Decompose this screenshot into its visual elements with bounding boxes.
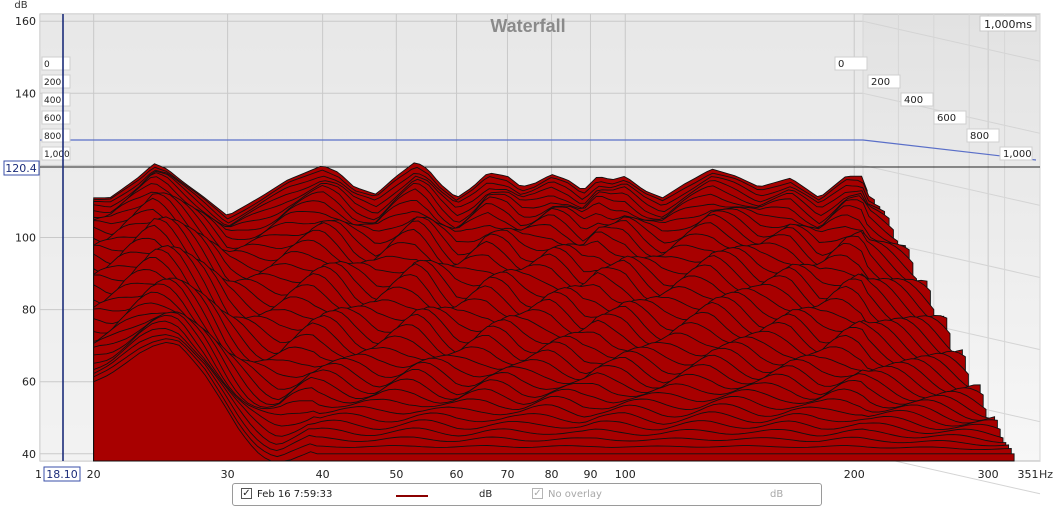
time-tick-left: 200 <box>44 78 61 88</box>
time-tick-left: 400 <box>44 96 61 106</box>
time-max-box <box>979 15 1037 32</box>
cursor-x-box[interactable] <box>43 466 81 482</box>
x-tick-label: 200 <box>844 468 865 481</box>
x-tick-label: 40 <box>316 468 330 481</box>
time-max-label: 1,000ms <box>984 18 1032 31</box>
waterfall-slice <box>93 320 1004 462</box>
time-tick-right: 0 <box>838 59 844 70</box>
time-tick-right: 800 <box>970 131 989 142</box>
time-tick-right: 200 <box>871 77 890 88</box>
waterfall-slices <box>93 162 1015 462</box>
series-unit: dB <box>479 489 493 500</box>
overlay-checkbox[interactable]: ✓ <box>532 488 543 499</box>
x-tick-label: 90 <box>583 468 597 481</box>
overlay-unit: dB <box>770 489 784 500</box>
cursor-y-box[interactable] <box>3 160 40 176</box>
grid-line-y-perspective <box>862 20 1041 62</box>
x-tick-label: 60 <box>450 468 464 481</box>
time-tick-box <box>966 128 1000 143</box>
x-tick-label: 70 <box>500 468 514 481</box>
x-tick-label: 80 <box>545 468 559 481</box>
time-tick-box <box>834 56 868 71</box>
time-tick-left: 600 <box>44 114 61 124</box>
cursor[interactable]: 120.4 1 18.10 <box>3 14 81 482</box>
grid-line-y-perspective <box>862 164 1041 206</box>
cursor-y-readout[interactable]: 120.4 <box>5 162 37 175</box>
time-guides: 0 0 200 200 400 400 600 600 800 800 1,000 1,000 <box>40 56 1040 168</box>
time-tick-left: 800 <box>44 132 61 142</box>
y-axis-unit: dB <box>14 0 27 11</box>
x-tick-label: 30 <box>221 468 235 481</box>
waterfall-slice <box>93 341 1015 462</box>
legend-bar: ✓ Feb 16 7:59:33 dB ✓ No overlay dB <box>232 483 822 506</box>
time-tick-box <box>933 110 967 125</box>
time-tick-right: 400 <box>904 95 923 106</box>
y-tick-label: 60 <box>22 376 36 389</box>
series-label[interactable]: Feb 16 7:59:33 <box>257 489 333 500</box>
time-tick-right: 600 <box>937 113 956 124</box>
cursor-x-readout[interactable]: 18.10 <box>46 468 78 481</box>
y-tick-label: 160 <box>15 15 36 28</box>
x-tick-label: 351 <box>1018 468 1039 481</box>
chart-title: Waterfall <box>490 16 565 36</box>
time-tick-left: 1,000 <box>44 150 70 160</box>
time-tick-box <box>900 92 934 107</box>
y-tick-label: 40 <box>22 448 36 461</box>
time-tick-box <box>999 146 1033 161</box>
x-axis-unit: Hz <box>1039 468 1053 481</box>
x-tick-label: 20 <box>87 468 101 481</box>
cursor-x-fragment: 1 <box>35 468 42 481</box>
series-swatch <box>396 495 428 497</box>
time-tick-left: 0 <box>44 60 50 70</box>
x-tick-label: 50 <box>389 468 403 481</box>
time-guide-line <box>40 139 1037 161</box>
overlay-label[interactable]: No overlay <box>548 489 602 500</box>
series-checkbox[interactable]: ✓ <box>241 488 252 499</box>
time-tick-box <box>867 74 901 89</box>
x-tick-label: 100 <box>615 468 636 481</box>
y-tick-label: 80 <box>22 304 36 317</box>
time-tick-right: 1,000 <box>1003 149 1032 160</box>
y-tick-label: 100 <box>15 232 36 245</box>
x-tick-label: 300 <box>978 468 999 481</box>
y-tick-label: 140 <box>15 87 36 100</box>
